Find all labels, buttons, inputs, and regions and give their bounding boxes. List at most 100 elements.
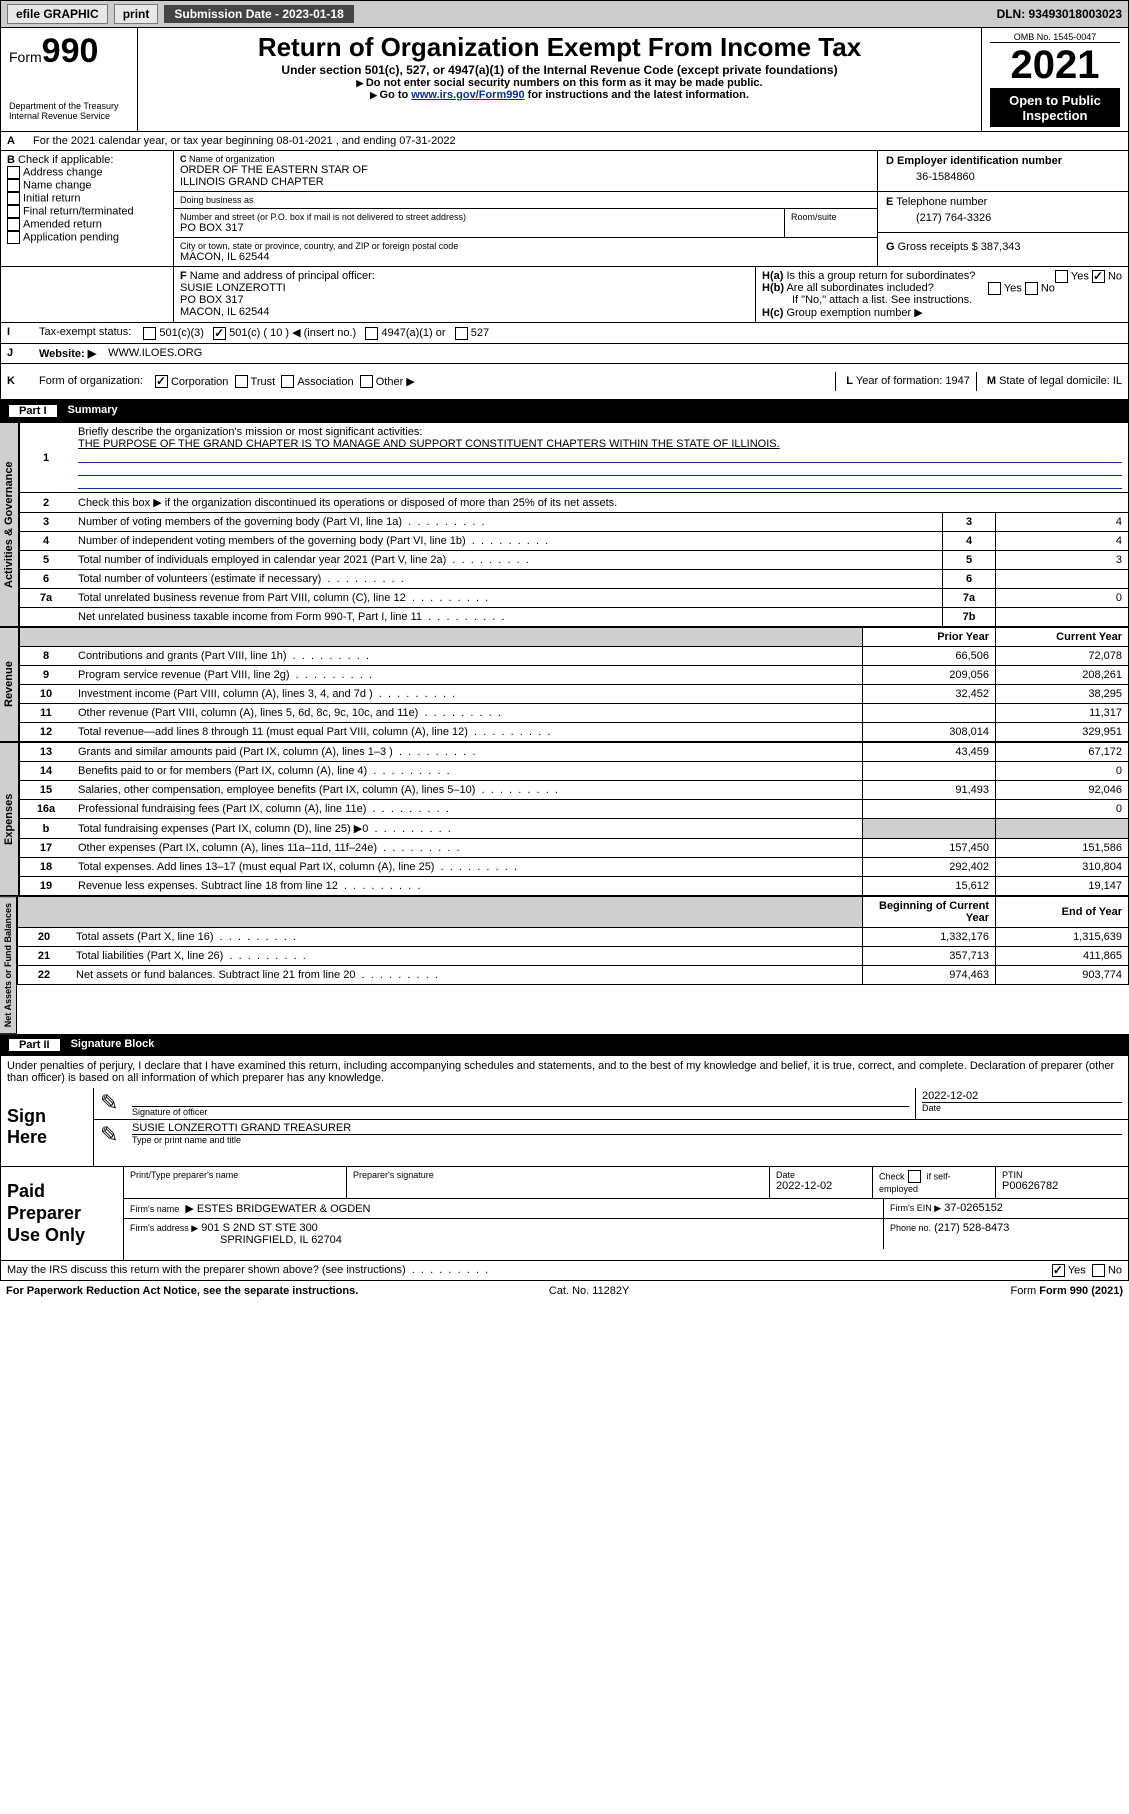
footer-left: For Paperwork Reduction Act Notice, see … [6,1285,358,1297]
open-to-public: Open to Public Inspection [990,89,1120,127]
sign-here-label: Sign Here [1,1088,94,1166]
may-discuss-row: May the IRS discuss this return with the… [0,1261,1129,1281]
signer-name: SUSIE LONZEROTTI GRAND TREASURER [132,1122,1122,1134]
hc-label: Group exemption number ▶ [786,307,922,319]
chk-name-change[interactable]: Name change [7,179,167,192]
footer-cat: Cat. No. 11282Y [549,1285,630,1297]
firm-phone-label: Phone no. [890,1223,931,1233]
footer: For Paperwork Reduction Act Notice, see … [0,1281,1129,1301]
block-fh: F Name and address of principal officer:… [0,267,1129,323]
ha-label: Is this a group return for subordinates? [786,270,975,282]
may-yes[interactable] [1052,1264,1065,1277]
check-applicable-label: Check if applicable: [18,154,113,166]
footer-right: Form 990 (2021) [1039,1285,1123,1297]
tax-year: 2021 [990,43,1120,89]
tab-governance: Activities & Governance [0,422,19,627]
net-assets-table: Beginning of Current YearEnd of Year 20T… [17,896,1129,985]
signature-label: Signature of officer [132,1106,909,1117]
line-a: A For the 2021 calendar year, or tax yea… [0,132,1129,151]
pen-icon: ✎ [94,1088,126,1119]
form-number: Form990 [9,32,129,71]
gross-receipts-label: Gross receipts $ [898,241,978,253]
city-value: MACON, IL 62544 [180,251,458,263]
ptin-value: P00626782 [1002,1180,1122,1192]
org-name-label: Name of organization [189,154,275,164]
sign-here-block: Sign Here ✎ Signature of officer 2022-12… [0,1088,1129,1167]
form-title: Return of Organization Exempt From Incom… [146,32,973,63]
omb: OMB No. 1545-0047 [990,32,1120,43]
chk-association[interactable] [281,375,294,388]
dept-treasury: Department of the Treasury [9,101,129,111]
addr-label: Number and street (or P.O. box if mail i… [180,212,778,222]
chk-4947[interactable] [365,327,378,340]
subtitle-1: Under section 501(c), 527, or 4947(a)(1)… [146,63,973,77]
firm-phone: (217) 528-8473 [934,1222,1009,1234]
hb-yes[interactable] [988,282,1001,295]
print-button[interactable]: print [114,4,159,24]
preparer-date: 2022-12-02 [776,1180,866,1192]
firm-ein: 37-0265152 [944,1202,1003,1214]
chk-address-change[interactable]: Address change [7,166,167,179]
part-1-bar: Part I Summary [0,400,1129,422]
year-formation-value: 1947 [945,375,969,387]
may-discuss-text: May the IRS discuss this return with the… [7,1264,406,1276]
preparer-sig-label: Preparer's signature [353,1170,763,1180]
preparer-name-label: Print/Type preparer's name [130,1170,340,1180]
ein-label: Employer identification number [897,155,1062,167]
part-2-label: Part II [8,1038,61,1052]
ptin-label: PTIN [1002,1170,1122,1180]
irs-link[interactable]: www.irs.gov/Form990 [411,89,524,101]
submission-date: Submission Date - 2023-01-18 [164,5,353,23]
chk-self-employed[interactable] [908,1170,921,1183]
chk-initial-return[interactable]: Initial return [7,192,167,205]
chk-501c[interactable] [213,327,226,340]
preparer-date-label: Date [776,1170,866,1180]
may-no[interactable] [1092,1264,1105,1277]
ha-yes[interactable] [1055,270,1068,283]
irs-label: Internal Revenue Service [9,111,129,121]
col-current-year: Current Year [996,628,1129,647]
dba-label: Doing business as [174,192,260,208]
chk-corporation[interactable] [155,375,168,388]
gross-receipts-value: 387,343 [981,241,1021,253]
col-eoy: End of Year [996,897,1129,928]
form-header: Form990 Department of the Treasury Inter… [0,28,1129,132]
chk-amended-return[interactable]: Amended return [7,218,167,231]
revenue-table: Prior YearCurrent Year 8Contributions an… [19,627,1129,742]
hb-label: Are all subordinates included? [786,282,933,294]
officer-addr1: PO BOX 317 [180,294,749,306]
chk-application-pending[interactable]: Application pending [7,231,167,244]
paid-preparer-label: Paid Preparer Use Only [1,1167,124,1260]
officer-addr2: MACON, IL 62544 [180,306,749,318]
pen-icon-2: ✎ [94,1120,126,1150]
tab-expenses: Expenses [0,742,19,896]
col-boy: Beginning of Current Year [863,897,996,928]
part-1-title: Summary [68,404,118,418]
efile-link[interactable]: efile GRAPHIC [7,4,108,24]
officer-label: Name and address of principal officer: [190,270,375,282]
firm-name-label: Firm's name [130,1204,179,1214]
firm-name: ESTES BRIDGEWATER & OGDEN [197,1203,371,1215]
ha-no[interactable] [1092,270,1105,283]
phone-value: (217) 764-3326 [886,208,1120,228]
subtitle-3: Go to www.irs.gov/Form990 for instructio… [146,89,973,101]
tax-exempt-label: Tax-exempt status: [33,323,137,343]
room-label: Room/suite [785,209,877,237]
domicile-label: State of legal domicile: [999,375,1110,387]
line-klm: K Form of organization: Corporation Trus… [0,364,1129,401]
sign-date: 2022-12-02 [922,1090,1122,1102]
chk-other[interactable] [360,375,373,388]
firm-addr1: 901 S 2ND ST STE 300 [201,1222,318,1234]
line-j: J Website: ▶ WWW.ILOES.ORG [0,344,1129,364]
mission-label: Briefly describe the organization's miss… [78,426,422,438]
chk-501c3[interactable] [143,327,156,340]
form-org-label: Form of organization: [33,372,149,392]
chk-trust[interactable] [235,375,248,388]
hb-no[interactable] [1025,282,1038,295]
chk-527[interactable] [455,327,468,340]
chk-final-return[interactable]: Final return/terminated [7,205,167,218]
phone-label: Telephone number [896,196,987,208]
part-2-bar: Part II Signature Block [0,1034,1129,1056]
ein-value: 36-1584860 [886,167,1120,187]
part-2-title: Signature Block [71,1038,155,1052]
